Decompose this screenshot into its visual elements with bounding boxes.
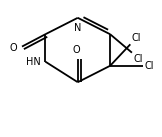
Text: Cl: Cl xyxy=(133,54,143,64)
Text: Cl: Cl xyxy=(144,61,154,71)
Text: O: O xyxy=(10,43,17,53)
Text: Cl: Cl xyxy=(132,33,141,43)
Text: O: O xyxy=(72,45,80,55)
Text: N: N xyxy=(74,23,81,33)
Text: HN: HN xyxy=(26,57,40,67)
